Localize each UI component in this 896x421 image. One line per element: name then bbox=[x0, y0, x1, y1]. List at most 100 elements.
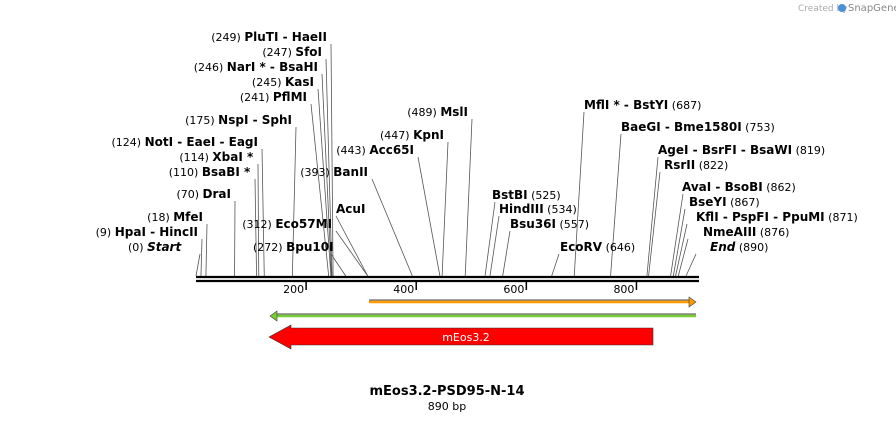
restriction-site-label[interactable]: (9) HpaI - HincII bbox=[96, 225, 198, 239]
site-position: (871) bbox=[825, 211, 858, 224]
restriction-site-label[interactable]: (0) Start bbox=[128, 240, 182, 254]
restriction-site-label[interactable]: (272) Bpu10I bbox=[253, 240, 334, 254]
site-leader-line bbox=[321, 73, 332, 277]
site-leader-line bbox=[195, 253, 201, 277]
site-position: (867) bbox=[727, 196, 760, 209]
site-leader-line bbox=[330, 43, 334, 277]
ruler-tick-label: 600 bbox=[503, 283, 524, 296]
restriction-site-label[interactable]: MflI * - BstYI (687) bbox=[584, 98, 701, 112]
restriction-site-label[interactable]: AvaI - BsoBI (862) bbox=[682, 180, 796, 194]
site-enzyme-name: XbaI * bbox=[212, 150, 254, 164]
site-enzyme-name: SfoI bbox=[295, 45, 322, 59]
site-leader-line bbox=[291, 126, 297, 277]
feature-meos32[interactable]: mEos3.2 bbox=[268, 324, 654, 350]
site-position: (124) bbox=[112, 136, 145, 149]
site-position: (247) bbox=[262, 46, 295, 59]
site-enzyme-name: MflI * - BstYI bbox=[584, 98, 668, 112]
site-leader-line bbox=[672, 208, 686, 277]
site-position: (534) bbox=[544, 203, 577, 216]
site-enzyme-name: BanII bbox=[333, 165, 368, 179]
restriction-site-label[interactable]: BaeGI - Bme1580I (753) bbox=[621, 120, 775, 134]
snapgene-watermark: Created by SnapGene bbox=[798, 3, 896, 14]
restriction-site-label[interactable]: (110) BsaBI * bbox=[169, 165, 251, 179]
restriction-site-label[interactable]: End (890) bbox=[710, 240, 768, 254]
site-position: (646) bbox=[602, 241, 635, 254]
restriction-site-label[interactable]: (312) Eco57MI bbox=[242, 217, 332, 231]
restriction-site-label[interactable]: (175) NspI - SphI bbox=[185, 113, 292, 127]
site-leader-line bbox=[261, 148, 265, 277]
restriction-site-label[interactable]: BseYI (867) bbox=[689, 195, 760, 209]
site-leader-line bbox=[335, 215, 369, 277]
restriction-site-label[interactable]: (114) XbaI * bbox=[179, 150, 254, 164]
site-leader-line bbox=[502, 230, 511, 277]
site-position: (175) bbox=[185, 114, 218, 127]
restriction-site-label[interactable]: (245) KasI bbox=[252, 75, 314, 89]
restriction-site-label[interactable]: HindIII (534) bbox=[499, 202, 577, 216]
site-position: (489) bbox=[407, 106, 440, 119]
site-position: (246) bbox=[194, 61, 227, 74]
site-position: (447) bbox=[380, 129, 413, 142]
site-position: (9) bbox=[96, 226, 115, 239]
restriction-site-label[interactable]: (443) Acc65I bbox=[336, 143, 414, 157]
ruler-ticks: 200 400 600 800 bbox=[283, 282, 638, 296]
restriction-site-label[interactable]: (246) NarI * - BsaHI bbox=[194, 60, 318, 74]
site-position: (110) bbox=[169, 166, 202, 179]
site-leader-line bbox=[335, 230, 369, 277]
restriction-site-label[interactable]: (447) KpnI bbox=[380, 128, 444, 142]
site-leader-line bbox=[464, 118, 473, 277]
restriction-site-label[interactable]: (241) PflMI bbox=[240, 90, 307, 104]
restriction-site-label[interactable]: AgeI - BsrFI - BsaWI (819) bbox=[658, 143, 825, 157]
site-leader-line bbox=[310, 103, 330, 277]
site-enzyme-name: BstBI bbox=[492, 188, 528, 202]
orange-feature-arrowhead bbox=[688, 296, 697, 308]
map-length: 890 bp bbox=[428, 400, 466, 413]
site-position: (70) bbox=[176, 188, 202, 201]
restriction-site-label[interactable]: (489) MslI bbox=[407, 105, 468, 119]
restriction-site-label[interactable]: BstBI (525) bbox=[492, 188, 561, 202]
site-enzyme-name: NotI - EaeI - EagI bbox=[145, 135, 258, 149]
feature-green-reverse[interactable] bbox=[269, 310, 696, 322]
restriction-site-label[interactable]: NmeAIII (876) bbox=[703, 225, 789, 239]
restriction-site-label[interactable]: AcuI bbox=[336, 202, 365, 216]
ruler-tick-label: 400 bbox=[393, 283, 414, 296]
watermark-prefix: Created by bbox=[798, 4, 848, 14]
site-enzyme-name: NarI * - BsaHI bbox=[227, 60, 318, 74]
restriction-site-label[interactable]: (249) PluTI - HaeII bbox=[211, 30, 327, 44]
site-enzyme-name: Eco57MI bbox=[275, 217, 332, 231]
site-enzyme-name: NmeAIII bbox=[703, 225, 756, 239]
site-leader-line bbox=[441, 141, 449, 277]
site-enzyme-name: EcoRV bbox=[560, 240, 603, 254]
site-leader-line bbox=[685, 253, 697, 277]
site-position: (753) bbox=[742, 121, 775, 134]
backbone[interactable] bbox=[196, 275, 699, 283]
site-enzyme-name: BaeGI - Bme1580I bbox=[621, 120, 742, 134]
restriction-site-label[interactable]: (124) NotI - EaeI - EagI bbox=[112, 135, 259, 149]
restriction-site-label[interactable]: (70) DraI bbox=[176, 187, 231, 201]
restriction-site-label[interactable]: KflI - PspFI - PpuMI (871) bbox=[696, 210, 858, 224]
feature-orange-forward[interactable] bbox=[369, 296, 697, 308]
restriction-site-label[interactable]: (247) SfoI bbox=[262, 45, 322, 59]
restriction-site-label[interactable]: RsrII (822) bbox=[664, 158, 728, 172]
site-labels: (0) Start(9) HpaI - HincII(18) MfeI(70) … bbox=[96, 30, 858, 254]
restriction-site-label[interactable]: EcoRV (646) bbox=[560, 240, 635, 254]
site-position: (890) bbox=[735, 241, 768, 254]
restriction-site-label[interactable]: (393) BanII bbox=[300, 165, 368, 179]
ruler-tick-label: 200 bbox=[283, 283, 304, 296]
site-leader-line bbox=[254, 178, 257, 277]
site-enzyme-name: Bpu10I bbox=[286, 240, 333, 254]
restriction-site-label[interactable]: Bsu36I (557) bbox=[510, 217, 589, 231]
site-position: (241) bbox=[240, 91, 273, 104]
site-leader-line bbox=[371, 178, 413, 277]
site-enzyme-name: MfeI bbox=[173, 210, 203, 224]
site-leader-line bbox=[648, 171, 661, 277]
restriction-site-label[interactable]: (18) MfeI bbox=[147, 210, 203, 224]
site-leader-lines bbox=[195, 43, 697, 277]
meos32-label: mEos3.2 bbox=[442, 331, 490, 344]
site-enzyme-name: DraI bbox=[203, 187, 231, 201]
site-leader-line bbox=[675, 223, 688, 277]
site-enzyme-name: BseYI bbox=[689, 195, 727, 209]
site-leader-line bbox=[677, 238, 689, 277]
site-leader-line bbox=[325, 58, 333, 277]
site-enzyme-name: HpaI - HincII bbox=[115, 225, 198, 239]
